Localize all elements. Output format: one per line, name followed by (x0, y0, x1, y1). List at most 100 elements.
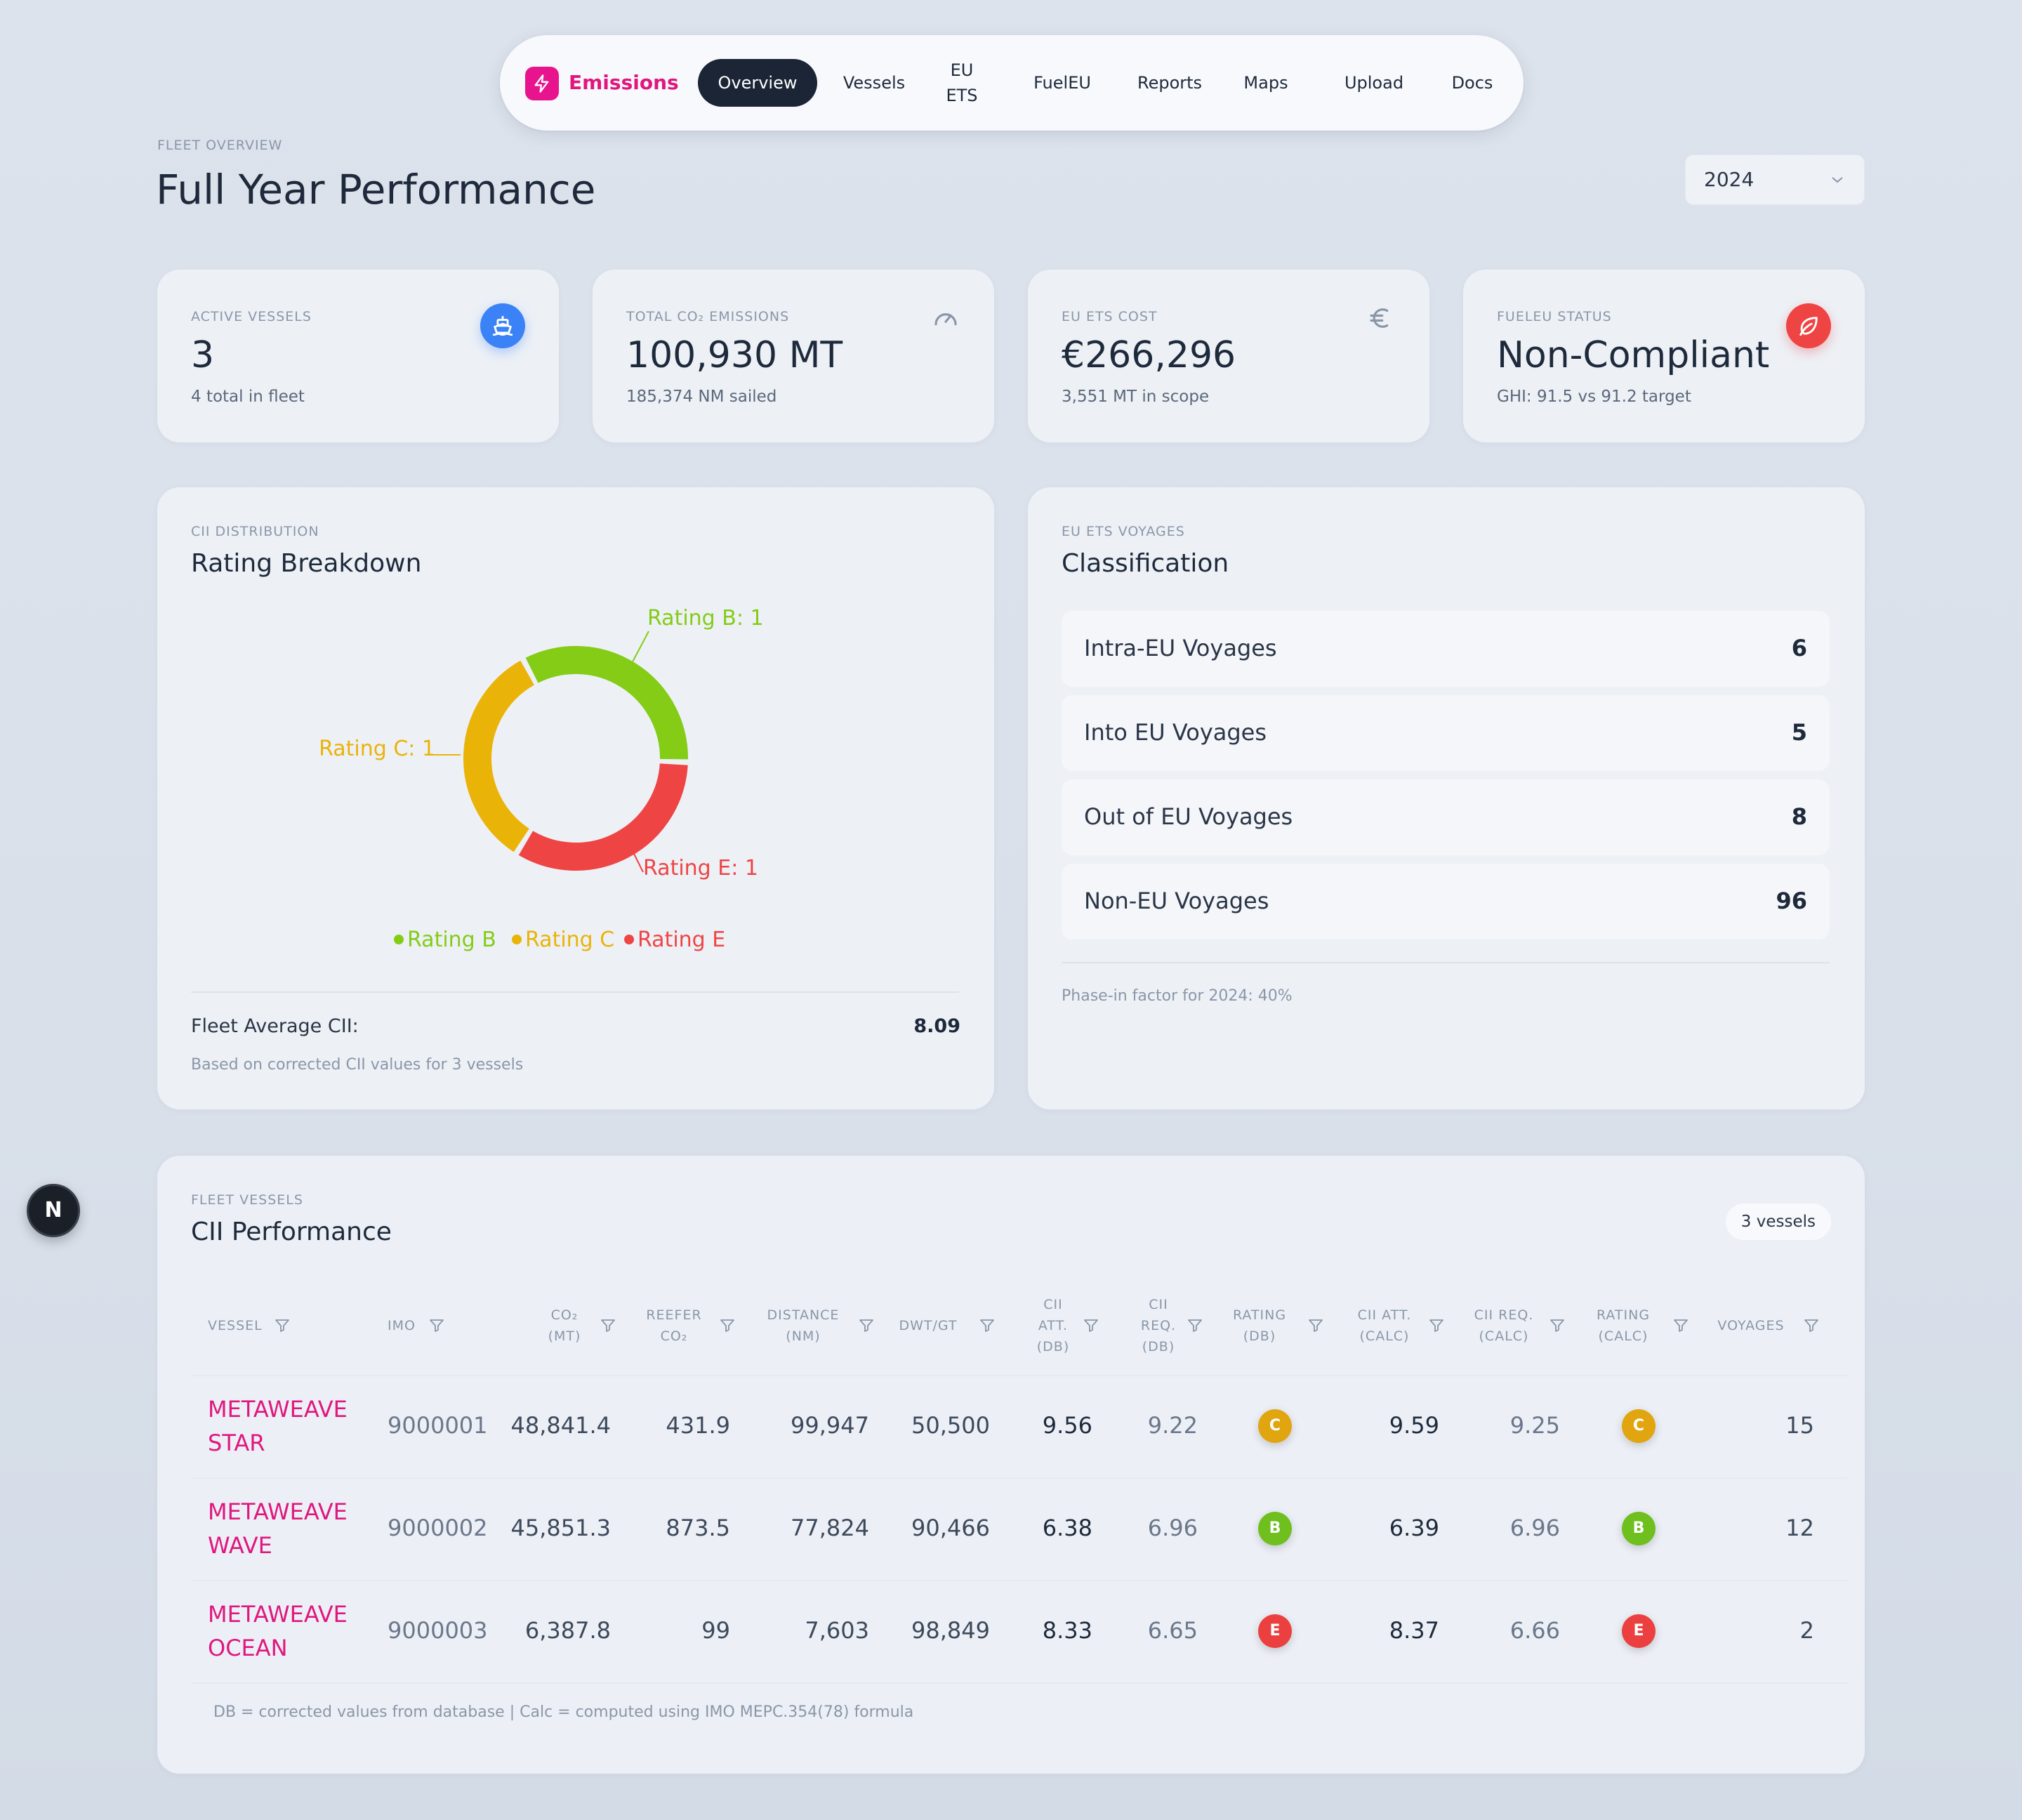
year-select[interactable]: 2024 (1685, 154, 1865, 205)
filter-icon[interactable] (1428, 1317, 1445, 1334)
rating-badge: C (1622, 1409, 1656, 1443)
table-header-line: CII (1149, 1297, 1168, 1312)
filter-icon[interactable] (1307, 1317, 1324, 1334)
voyage-row-non-eu: Non-EU Voyages 96 (1062, 864, 1830, 939)
table-header-cell[interactable]: RATING (CALC) (1574, 1305, 1672, 1347)
nav-upload[interactable]: Upload (1344, 73, 1404, 93)
cii-req-db-cell: 6.65 (1147, 1617, 1198, 1644)
filter-icon[interactable] (600, 1317, 616, 1334)
filter-icon[interactable] (274, 1317, 291, 1334)
filter-icon[interactable] (979, 1317, 996, 1334)
fleet-average-label: Fleet Average CII: (191, 1015, 359, 1037)
divider (191, 991, 959, 993)
cii-att-calc-cell: 6.39 (1389, 1515, 1439, 1541)
table-header-cell[interactable]: RATING (DB) (1210, 1305, 1309, 1347)
filter-icon[interactable] (1083, 1317, 1099, 1334)
lightning-icon (525, 67, 559, 100)
legend-item[interactable]: Rating E (637, 928, 725, 952)
stat-value: Non-Compliant (1497, 334, 1770, 376)
table-header-line: REQ. (1140, 1318, 1177, 1333)
stat-card-fueleu-status: FUELEU STATUS Non-Compliant GHI: 91.5 vs… (1463, 270, 1865, 442)
table-header-cell[interactable]: CII REQ. (CALC) (1455, 1305, 1553, 1347)
stat-card-eu-ets-cost: EU ETS COST €266,296 3,551 MT in scope (1028, 270, 1429, 442)
imo-cell: 9000002 (388, 1515, 488, 1541)
cii-req-calc-cell: 9.25 (1509, 1412, 1560, 1439)
nav-docs[interactable]: Docs (1451, 73, 1493, 93)
donut-slice-rating-c[interactable] (463, 660, 535, 852)
table-header-cell[interactable]: CII ATT. (CALC) (1335, 1305, 1434, 1347)
voyage-label: Non-EU Voyages (1084, 888, 1269, 914)
ship-icon (480, 303, 525, 348)
donut-slice-rating-b[interactable] (525, 646, 688, 760)
table-header-cell[interactable]: DWT/GT (879, 1315, 977, 1336)
table-header-cell[interactable]: CII REQ. (DB) (1109, 1294, 1208, 1357)
voyages-cell: 12 (1785, 1515, 1814, 1541)
rating-badge: E (1258, 1614, 1292, 1648)
table-header-cell[interactable]: CO₂ (MT) (515, 1305, 614, 1347)
vessel-name-link[interactable]: METAWEAVE OCEAN (208, 1597, 348, 1665)
voyage-row-intra-eu: Intra-EU Voyages 6 (1062, 611, 1830, 687)
filter-icon[interactable] (1672, 1317, 1689, 1334)
nav-reports[interactable]: Reports (1137, 73, 1203, 93)
table-header-cell[interactable]: CII ATT. (DB) (1004, 1294, 1102, 1357)
table-header-line: (MT) (548, 1328, 581, 1344)
nav-maps[interactable]: Maps (1243, 73, 1288, 93)
vessel-name-link[interactable]: METAWEAVE STAR (208, 1392, 348, 1460)
table-header-cell[interactable]: DISTANCE (NM) (754, 1305, 852, 1347)
table-header-cell[interactable]: VOYAGES (1702, 1315, 1800, 1336)
stat-label: TOTAL CO₂ EMISSIONS (626, 309, 790, 324)
nav-eu-ets-label: EU ETS (934, 58, 990, 108)
table-header-line: DWT/GT (899, 1318, 958, 1333)
legend-item[interactable]: Rating C (525, 928, 614, 952)
stat-value: 100,930 MT (626, 334, 843, 376)
vessel-name-line: OCEAN (208, 1635, 288, 1661)
table-header-cell[interactable]: REEFER CO₂ (625, 1305, 723, 1347)
filter-icon[interactable] (428, 1317, 445, 1334)
nav-vessels[interactable]: Vessels (842, 73, 906, 93)
reefer-co2-cell: 99 (701, 1617, 730, 1644)
donut-data-label: Rating B: 1 (647, 606, 764, 631)
table-header-line: IMO (388, 1318, 416, 1333)
table-header-cell[interactable]: VESSEL (208, 1315, 263, 1336)
table-header-line: (DB) (1243, 1328, 1276, 1344)
legend-item[interactable]: Rating B (407, 928, 496, 952)
nav-overview[interactable]: Overview (698, 59, 817, 107)
voyages-cell: 15 (1785, 1412, 1814, 1439)
voyage-label: Into EU Voyages (1084, 719, 1267, 746)
table-header-cell[interactable]: IMO (388, 1315, 416, 1336)
voyage-label: Out of EU Voyages (1084, 803, 1293, 830)
stat-sub: GHI: 91.5 vs 91.2 target (1497, 388, 1691, 406)
floating-n-button[interactable]: N (27, 1184, 80, 1237)
table-header-line: (CALC) (1598, 1328, 1648, 1344)
cii-att-db-cell: 9.56 (1042, 1412, 1092, 1439)
filter-icon[interactable] (1549, 1317, 1566, 1334)
cii-att-calc-cell: 9.59 (1389, 1412, 1439, 1439)
cii-req-calc-cell: 6.96 (1509, 1515, 1560, 1541)
table-header-line: RATING (1232, 1307, 1287, 1323)
stat-label: EU ETS COST (1062, 309, 1158, 324)
vessel-name-link[interactable]: METAWEAVE WAVE (208, 1495, 348, 1562)
stat-value: €266,296 (1062, 334, 1236, 376)
imo-cell: 9000003 (388, 1617, 488, 1644)
table-header-line: CII (1043, 1297, 1063, 1312)
brand-label[interactable]: Emissions (569, 71, 679, 94)
filter-icon[interactable] (1803, 1317, 1820, 1334)
stat-card-total-co2: TOTAL CO₂ EMISSIONS 100,930 MT 185,374 N… (593, 270, 994, 442)
page-eyebrow: FLEET OVERVIEW (157, 138, 283, 153)
table-header-line: RATING (1596, 1307, 1651, 1323)
row-divider (191, 1682, 1848, 1684)
panel-title: Classification (1062, 549, 1229, 578)
nav-fueleu[interactable]: FuelEU (1033, 73, 1091, 93)
nav-eu-ets[interactable]: EU ETS (934, 58, 990, 105)
filter-icon[interactable] (1187, 1317, 1203, 1334)
filter-icon[interactable] (719, 1317, 736, 1334)
row-divider (191, 1477, 1848, 1479)
panel-eyebrow: EU ETS VOYAGES (1062, 524, 1185, 539)
table-header-line: (DB) (1036, 1339, 1070, 1354)
voyage-count: 6 (1791, 635, 1807, 661)
panel-eyebrow: FLEET VESSELS (191, 1192, 303, 1208)
filter-icon[interactable] (858, 1317, 875, 1334)
table-header-line: CII ATT. (1357, 1307, 1412, 1323)
gauge-icon (934, 313, 957, 326)
donut-slice-rating-e[interactable] (518, 763, 688, 871)
